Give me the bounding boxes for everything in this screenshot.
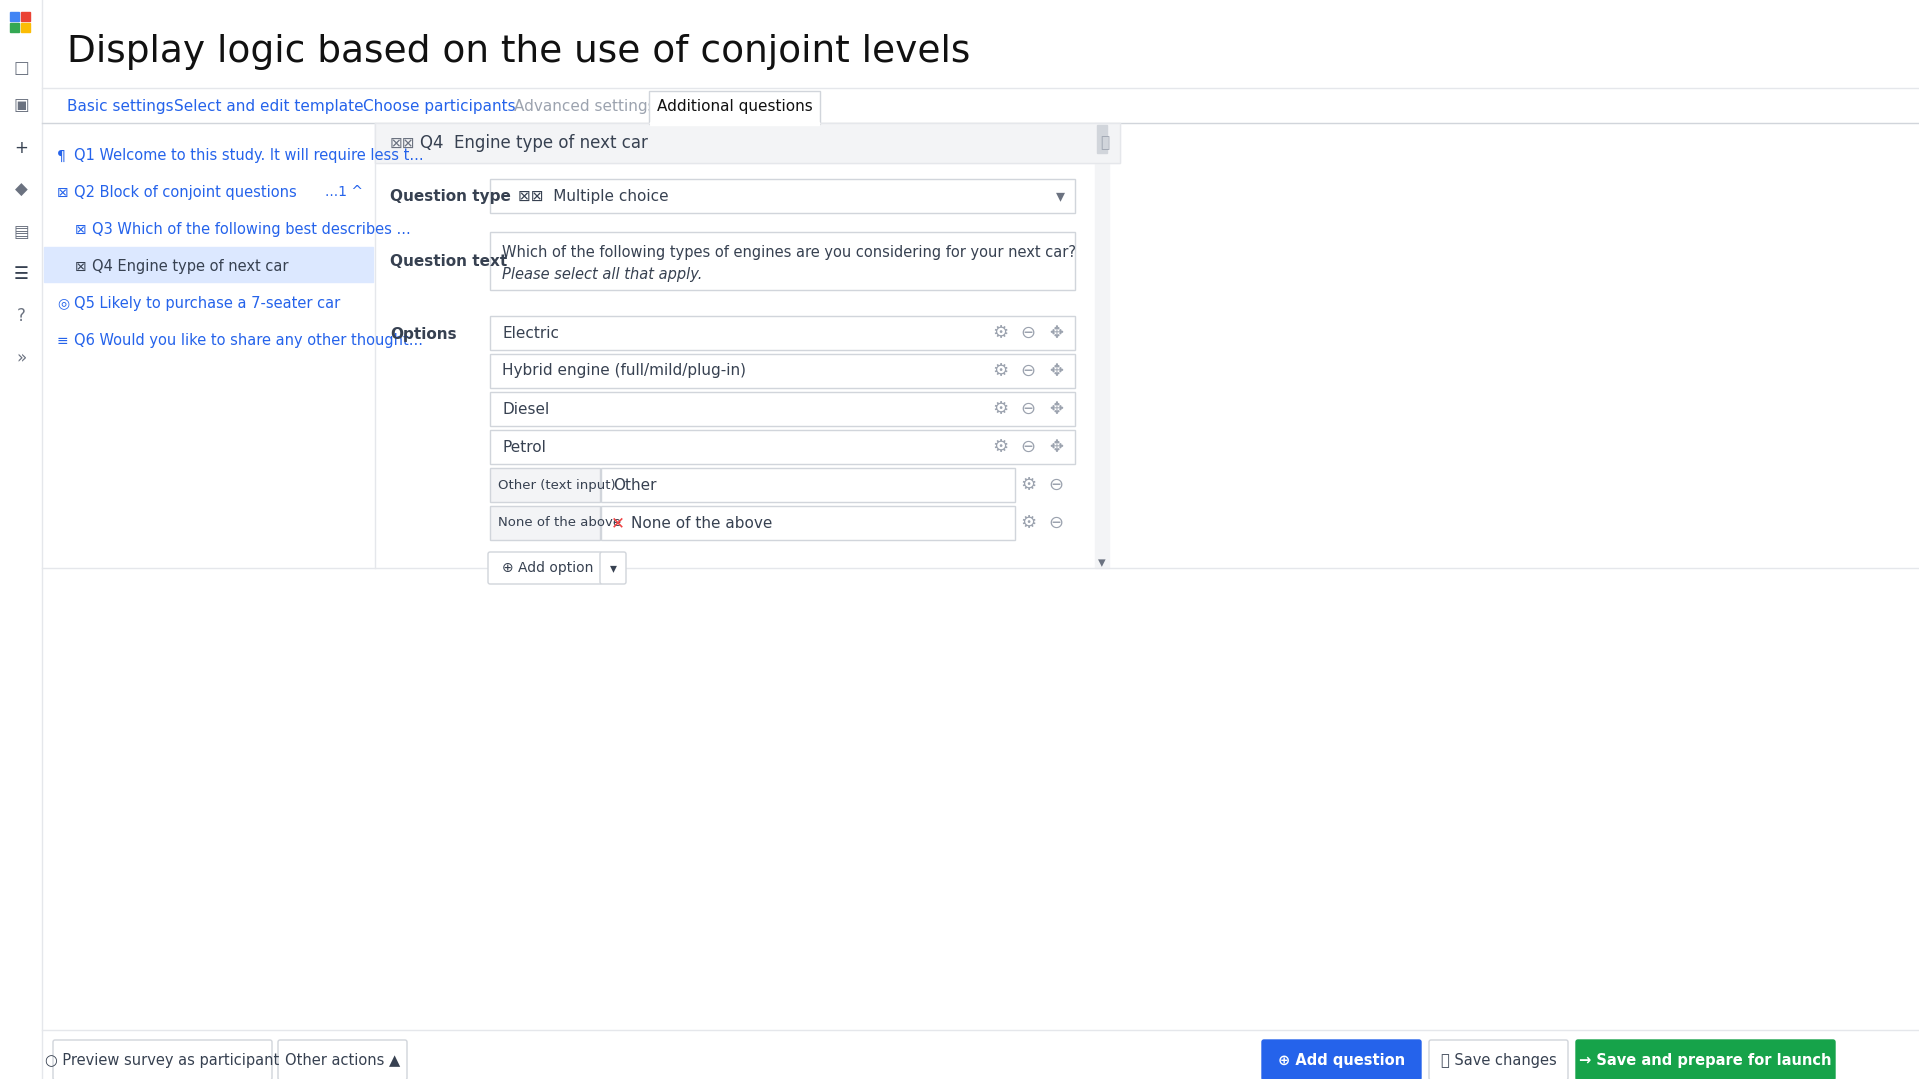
Text: ▾: ▾	[1055, 187, 1065, 205]
Text: ⚙: ⚙	[992, 400, 1007, 418]
Text: Which of the following types of engines are you considering for your next car?: Which of the following types of engines …	[503, 245, 1077, 260]
Text: Hybrid engine (full/mild/plug-in): Hybrid engine (full/mild/plug-in)	[503, 364, 746, 379]
Text: ✥: ✥	[1050, 361, 1063, 380]
FancyBboxPatch shape	[54, 1040, 272, 1079]
Text: ⊠: ⊠	[58, 186, 69, 200]
FancyBboxPatch shape	[278, 1040, 407, 1079]
Text: ▤: ▤	[13, 223, 29, 241]
Text: ...1 ^: ...1 ^	[324, 186, 363, 200]
FancyBboxPatch shape	[601, 552, 626, 584]
Bar	[374, 123, 1121, 163]
Text: Diesel: Diesel	[503, 401, 549, 416]
Bar	[1096, 123, 1109, 568]
Text: Q4  Engine type of next car: Q4 Engine type of next car	[420, 134, 649, 152]
Text: ⚙: ⚙	[992, 361, 1007, 380]
Text: ✥: ✥	[1050, 324, 1063, 342]
Text: Advanced settings: Advanced settings	[514, 99, 656, 114]
Text: → Save and prepare for launch: → Save and prepare for launch	[1579, 1052, 1833, 1067]
Text: »: »	[15, 349, 27, 367]
Bar	[10, 12, 19, 21]
Text: ⊖: ⊖	[1021, 438, 1036, 456]
FancyBboxPatch shape	[1575, 1040, 1835, 1079]
Bar	[0, 0, 42, 1079]
Text: ⊕ Add question: ⊕ Add question	[1278, 1052, 1405, 1067]
Text: Additional questions: Additional questions	[656, 99, 812, 114]
Text: Question text: Question text	[390, 254, 507, 269]
Text: ⊖: ⊖	[1021, 324, 1036, 342]
Text: ⊖: ⊖	[1048, 514, 1063, 532]
Bar	[374, 123, 1121, 163]
Text: Basic settings: Basic settings	[67, 99, 175, 114]
Bar	[601, 468, 1015, 502]
Text: Other actions ▲: Other actions ▲	[284, 1052, 401, 1067]
Text: ⚙: ⚙	[992, 324, 1007, 342]
Text: ⚙: ⚙	[992, 438, 1007, 456]
Text: None of the above: None of the above	[499, 517, 622, 530]
Bar	[489, 506, 601, 540]
Text: ⊕ Add option: ⊕ Add option	[503, 561, 593, 575]
Text: Q2 Block of conjoint questions: Q2 Block of conjoint questions	[75, 185, 297, 200]
Bar	[651, 122, 819, 125]
Bar	[10, 23, 19, 32]
Text: Petrol: Petrol	[503, 439, 545, 454]
Text: ⊠⊠: ⊠⊠	[390, 136, 416, 150]
FancyBboxPatch shape	[487, 552, 603, 584]
Text: Electric: Electric	[503, 326, 558, 341]
Text: ▾: ▾	[1098, 556, 1105, 571]
Text: ✥: ✥	[1050, 400, 1063, 418]
Bar	[44, 247, 372, 282]
Text: Q6 Would you like to share any other thought...: Q6 Would you like to share any other tho…	[75, 333, 422, 349]
Text: 💾 Save changes: 💾 Save changes	[1441, 1052, 1556, 1067]
Bar	[21, 12, 31, 21]
Bar	[489, 392, 1075, 426]
Text: +: +	[13, 139, 29, 158]
Text: Q4 Engine type of next car: Q4 Engine type of next car	[92, 259, 288, 274]
Text: 📌: 📌	[1100, 136, 1109, 150]
Text: ⚙: ⚙	[1019, 514, 1036, 532]
Text: ◆: ◆	[15, 181, 27, 199]
Text: Display logic based on the use of conjoint levels: Display logic based on the use of conjoi…	[67, 35, 971, 70]
Text: ⚙: ⚙	[1019, 476, 1036, 494]
Text: ◎: ◎	[58, 297, 69, 311]
Bar	[489, 354, 1075, 388]
Text: ⊠: ⊠	[75, 260, 86, 273]
Text: ⊠: ⊠	[75, 222, 86, 236]
Text: ⊖: ⊖	[1048, 476, 1063, 494]
Bar	[601, 506, 1015, 540]
Text: Other (text input): Other (text input)	[499, 478, 616, 492]
Text: ○ Preview survey as participant: ○ Preview survey as participant	[46, 1052, 280, 1067]
FancyBboxPatch shape	[489, 232, 1075, 290]
Text: ⊠⊠  Multiple choice: ⊠⊠ Multiple choice	[518, 189, 668, 204]
FancyBboxPatch shape	[1430, 1040, 1568, 1079]
Text: ✥: ✥	[1050, 438, 1063, 456]
Text: Q5 Likely to purchase a 7-seater car: Q5 Likely to purchase a 7-seater car	[75, 296, 340, 311]
Text: Select and edit template: Select and edit template	[175, 99, 365, 114]
Text: ▾: ▾	[610, 561, 616, 575]
FancyBboxPatch shape	[649, 91, 819, 124]
Text: Q3 Which of the following best describes ...: Q3 Which of the following best describes…	[92, 222, 411, 237]
Text: ≡: ≡	[58, 333, 69, 347]
Text: □: □	[13, 59, 29, 77]
Text: ⊖: ⊖	[1021, 400, 1036, 418]
Text: ¶: ¶	[58, 149, 65, 163]
FancyBboxPatch shape	[489, 179, 1075, 213]
Text: None of the above: None of the above	[631, 516, 771, 531]
Text: Other: Other	[612, 478, 656, 492]
Text: Q1 Welcome to this study. It will require less t...: Q1 Welcome to this study. It will requir…	[75, 148, 424, 163]
Bar	[489, 316, 1075, 350]
Bar	[21, 23, 31, 32]
Text: ✕: ✕	[610, 514, 626, 532]
Text: ▣: ▣	[13, 96, 29, 114]
Text: ⊖: ⊖	[1021, 361, 1036, 380]
Text: Options: Options	[390, 328, 457, 342]
Bar	[489, 468, 601, 502]
Bar	[489, 431, 1075, 464]
Bar	[1098, 125, 1107, 153]
Text: ?: ?	[17, 308, 25, 325]
FancyBboxPatch shape	[1263, 1040, 1420, 1079]
Text: Please select all that apply.: Please select all that apply.	[503, 268, 702, 283]
Text: Choose participants: Choose participants	[363, 99, 516, 114]
Text: ☰: ☰	[13, 265, 29, 283]
Text: Question type: Question type	[390, 189, 510, 204]
